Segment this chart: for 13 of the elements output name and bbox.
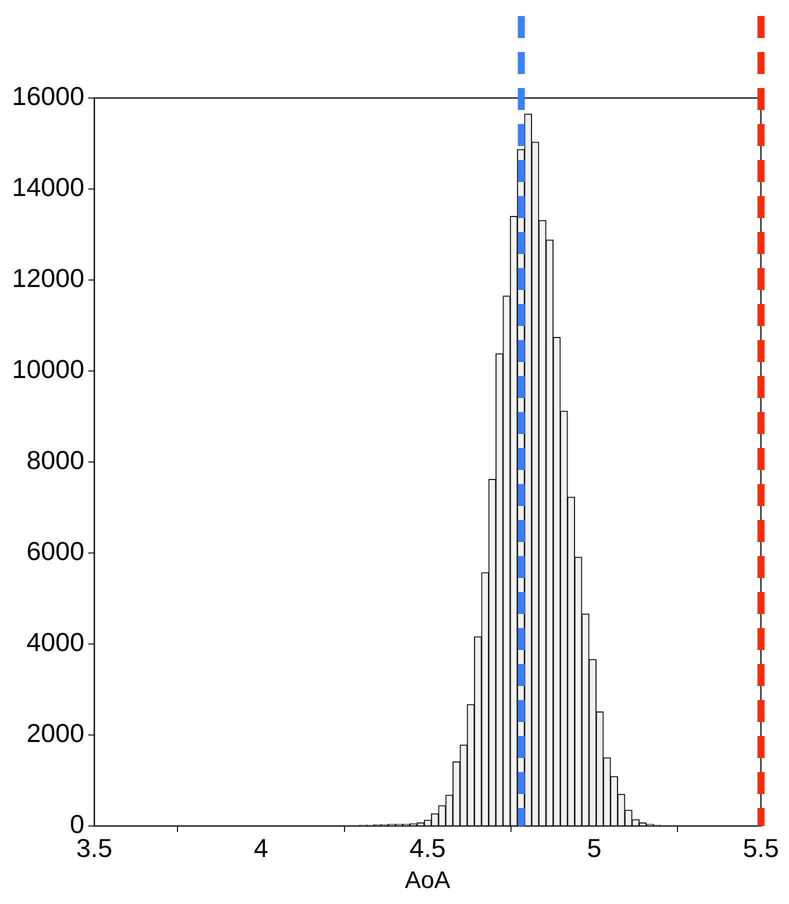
x-tick-label: 4.5 bbox=[410, 832, 446, 863]
x-tick-label: 5.5 bbox=[742, 832, 780, 863]
x-tick-label: 5 bbox=[587, 832, 602, 863]
y-tick-label: 8000 bbox=[26, 445, 84, 476]
x-tick-label: 4 bbox=[254, 832, 268, 863]
y-tick-label: 6000 bbox=[26, 536, 84, 566]
y-tick-label: 12000 bbox=[12, 263, 84, 294]
y-tick-label: 16000 bbox=[12, 81, 84, 112]
x-axis-title: AoA bbox=[404, 867, 450, 894]
y-tick-label: 4000 bbox=[26, 627, 84, 658]
y-tick-label: 10000 bbox=[12, 354, 84, 384]
y-tick-label: 14000 bbox=[12, 172, 84, 202]
y-tick-label: 2000 bbox=[26, 718, 84, 748]
